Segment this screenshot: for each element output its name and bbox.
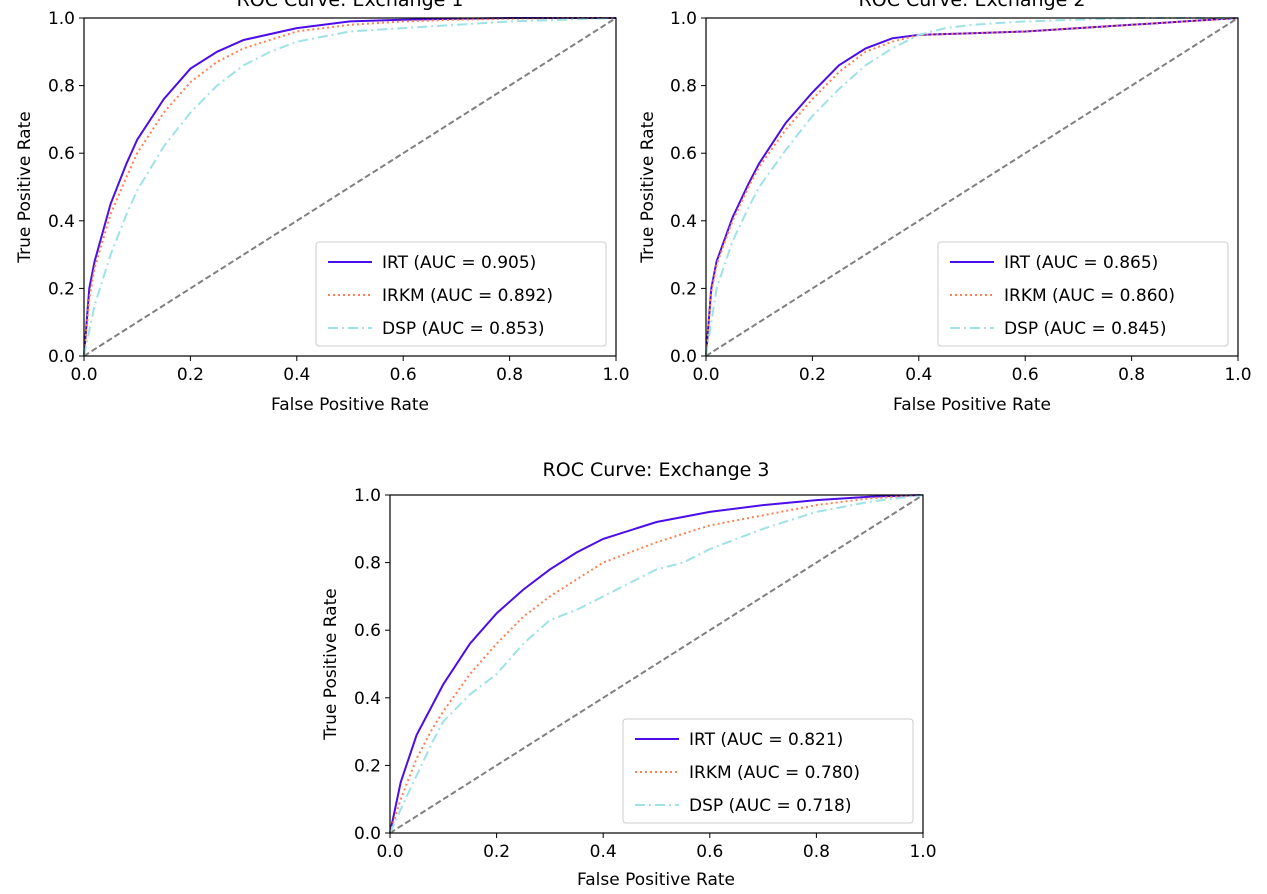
x-tick-label: 0.4 [905, 365, 932, 385]
legend-label: DSP (AUC = 0.853) [382, 319, 544, 339]
legend-label: IRT (AUC = 0.821) [689, 730, 843, 750]
x-tick-label: 0.0 [376, 842, 403, 862]
y-tick-label: 1.0 [354, 486, 381, 506]
legend-box [622, 718, 914, 824]
legend-label: DSP (AUC = 0.718) [689, 796, 851, 816]
chart-panel-exchange-1: ROC Curve: Exchange 1 False Positive Rat… [15, 0, 630, 415]
plot-frame [83, 17, 617, 357]
x-axis-label: False Positive Rate [893, 395, 1051, 415]
series-line-irt [389, 494, 924, 834]
x-tick-label: 0.2 [799, 365, 826, 385]
series-line-dsp [83, 17, 617, 357]
chart-panel-exchange-3: ROC Curve: Exchange 3 False Positive Rat… [321, 459, 937, 890]
legend-box [315, 241, 607, 347]
legend: IRT (AUC = 0.821) IRKM (AUC = 0.780) DSP (… [622, 718, 914, 824]
legend-label: IRT (AUC = 0.865) [1004, 253, 1158, 273]
y-tick-label: 0.2 [670, 279, 697, 299]
diagonal-reference-line [83, 17, 617, 357]
x-tick-label: 0.8 [1118, 365, 1145, 385]
series-line-irkm [705, 17, 1239, 357]
legend-label: DSP (AUC = 0.845) [1004, 319, 1166, 339]
y-tick-label: 1.0 [48, 9, 75, 29]
y-tick-label: 0.8 [670, 77, 697, 97]
y-tick-label: 0.8 [354, 554, 381, 574]
x-tick-label: 0.4 [283, 365, 310, 385]
chart-title: ROC Curve: Exchange 3 [543, 459, 770, 481]
x-tick-label: 0.0 [70, 365, 97, 385]
y-axis-label: True Positive Rate [15, 111, 35, 263]
x-tick-label: 0.2 [177, 365, 204, 385]
x-axis-label: False Positive Rate [577, 870, 735, 890]
legend-label: IRT (AUC = 0.905) [382, 253, 536, 273]
chart-title: ROC Curve: Exchange 2 [859, 0, 1086, 11]
series-line-irkm [83, 17, 616, 357]
x-tick-label: 0.2 [483, 842, 510, 862]
plot-frame [389, 494, 924, 834]
y-tick-label: 0.6 [670, 144, 697, 164]
y-axis-label: True Positive Rate [638, 111, 658, 263]
series-line-dsp [389, 494, 924, 834]
y-tick-label: 0.0 [670, 347, 697, 367]
x-tick-label: 0.6 [390, 365, 417, 385]
y-tick-label: 0.4 [354, 689, 381, 709]
x-tick-label: 0.8 [496, 365, 523, 385]
y-tick-label: 0.6 [354, 621, 381, 641]
chart-panel-exchange-2: ROC Curve: Exchange 2 False Positive Rat… [638, 0, 1252, 415]
x-tick-label: 1.0 [1224, 365, 1251, 385]
y-tick-label: 0.2 [48, 279, 75, 299]
x-axis-label: False Positive Rate [271, 395, 429, 415]
x-tick-label: 0.6 [1012, 365, 1039, 385]
x-tick-label: 1.0 [909, 842, 936, 862]
x-tick-label: 0.8 [803, 842, 830, 862]
y-tick-label: 0.0 [354, 824, 381, 844]
diagonal-reference-line [389, 494, 924, 834]
series-line-dsp [705, 17, 1238, 357]
legend: IRT (AUC = 0.865) IRKM (AUC = 0.860) DSP (… [937, 241, 1229, 347]
x-tick-label: 0.6 [696, 842, 723, 862]
legend-label: IRKM (AUC = 0.860) [1004, 286, 1175, 306]
chart-title: ROC Curve: Exchange 1 [237, 0, 464, 11]
series-line-irkm [389, 494, 924, 834]
x-tick-label: 0.4 [590, 842, 617, 862]
legend-label: IRKM (AUC = 0.780) [689, 763, 860, 783]
y-tick-label: 0.4 [670, 212, 697, 232]
y-tick-label: 1.0 [670, 9, 697, 29]
y-tick-label: 0.6 [48, 144, 75, 164]
x-tick-label: 1.0 [602, 365, 629, 385]
legend: IRT (AUC = 0.905) IRKM (AUC = 0.892) DSP (… [315, 241, 607, 347]
y-tick-label: 0.0 [48, 347, 75, 367]
y-tick-label: 0.2 [354, 756, 381, 776]
x-tick-label: 0.0 [692, 365, 719, 385]
y-tick-label: 0.8 [48, 77, 75, 97]
y-axis-label: True Positive Rate [321, 588, 341, 740]
legend-label: IRKM (AUC = 0.892) [382, 286, 553, 306]
legend-box [937, 241, 1229, 347]
diagonal-reference-line [705, 17, 1239, 357]
y-tick-label: 0.4 [48, 212, 75, 232]
plot-frame [705, 17, 1239, 357]
